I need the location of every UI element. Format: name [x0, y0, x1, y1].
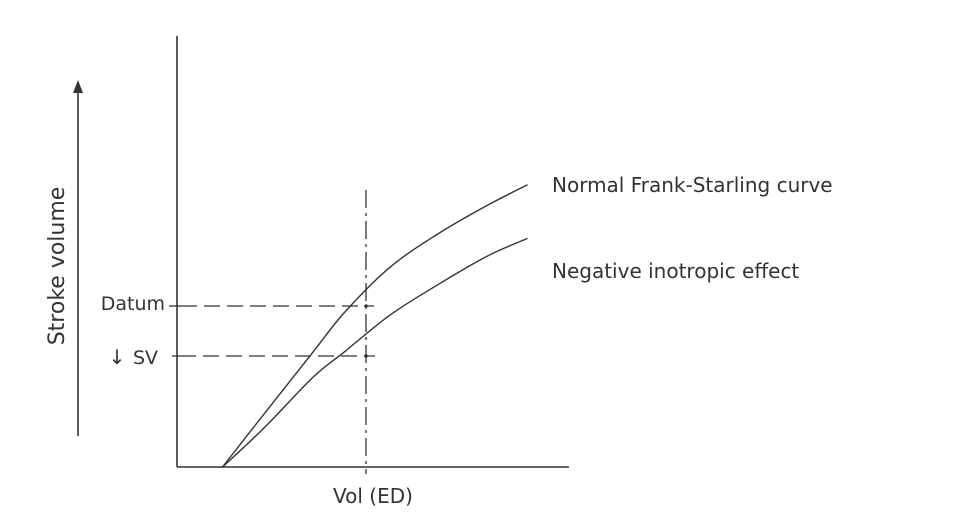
datum-intersection-point: [364, 304, 368, 308]
negative-inotropic-label: Negative inotropic effect: [552, 259, 799, 283]
normal-frank-starling-curve: [221, 184, 528, 468]
negative-inotropic-curve: [221, 237, 528, 468]
normal-curve-label: Normal Frank-Starling curve: [552, 173, 833, 197]
reduced-sv-intersection-point: [364, 354, 368, 358]
reduced-sv-arrow-icon: ↓: [109, 345, 126, 369]
x-axis-label: Vol (ED): [333, 484, 413, 508]
y-direction-arrowhead: [73, 80, 83, 93]
reduced-sv-tick-label: SV: [133, 347, 158, 369]
datum-tick-label: Datum: [101, 293, 165, 315]
y-axis-label: Stroke volume: [45, 187, 70, 346]
